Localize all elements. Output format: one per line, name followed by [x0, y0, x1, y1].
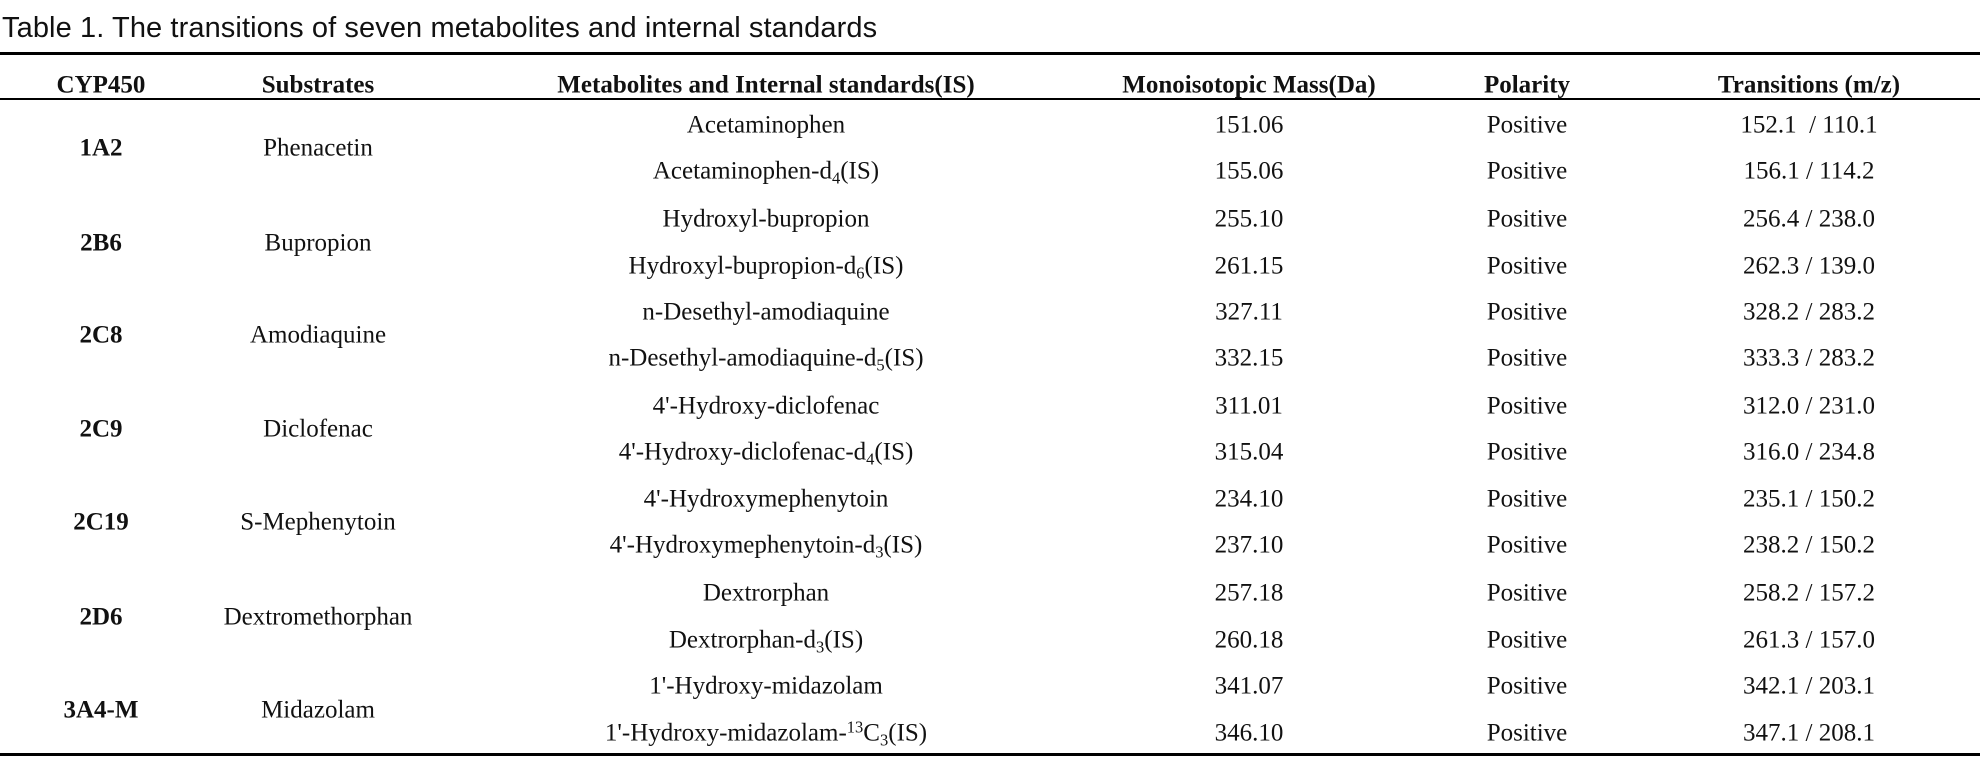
transition-cell: 347.1 / 208.1 [1743, 719, 1875, 747]
metabolite-cell: Dextrorphan [702, 579, 830, 607]
mass-cell: 237.10 [1214, 531, 1284, 559]
mass-cell: 155.06 [1214, 157, 1284, 185]
cyp450-cell: 2C8 [79, 321, 123, 349]
cyp450-cell: 3A4-M [63, 696, 139, 723]
substrate-cell: S-Mephenytoin [240, 508, 396, 536]
substrate-cell: Amodiaquine [249, 321, 387, 349]
metabolite-cell: Acetaminophen [686, 111, 846, 139]
metabolite-cell: 4'-Hydroxy-diclofenac-d4(IS) [618, 438, 914, 469]
mass-cell: 332.15 [1214, 344, 1284, 372]
polarity-cell: Positive [1486, 438, 1568, 466]
transition-cell: 258.2 / 157.2 [1743, 579, 1875, 607]
polarity-cell: Positive [1486, 485, 1568, 513]
mass-cell: 257.18 [1214, 579, 1284, 607]
header-substrates: Substrates [261, 71, 375, 99]
polarity-cell: Positive [1486, 252, 1568, 280]
header-monoisotopic-mass: Monoisotopic Mass(Da) [1122, 71, 1376, 99]
transition-cell: 312.0 / 231.0 [1743, 392, 1875, 420]
mass-cell: 260.18 [1214, 626, 1284, 654]
table-caption: Table 1. The transitions of seven metabo… [2, 12, 878, 44]
transition-cell: 262.3 / 139.0 [1743, 252, 1875, 280]
transition-cell: 152.1 / 110.1 [1740, 111, 1878, 139]
polarity-cell: Positive [1486, 344, 1568, 372]
metabolite-cell: 1'-Hydroxy-midazolam-13C3(IS) [604, 717, 928, 750]
metabolite-cell: 4'-Hydroxymephenytoin-d3(IS) [609, 531, 923, 562]
metabolite-cell: Acetaminophen-d4(IS) [652, 157, 880, 188]
transition-cell: 333.3 / 283.2 [1743, 344, 1875, 372]
transition-cell: 156.1 / 114.2 [1743, 157, 1875, 185]
substrate-cell: Phenacetin [263, 134, 373, 162]
mass-cell: 255.10 [1214, 205, 1284, 233]
transition-cell: 261.3 / 157.0 [1743, 626, 1875, 654]
cyp450-cell: 2B6 [80, 229, 122, 256]
metabolite-cell: 1'-Hydroxy-midazolam [649, 672, 883, 700]
cyp450-cell: 2D6 [79, 603, 123, 630]
metabolite-cell: n-Desethyl-amodiaquine [642, 298, 890, 326]
metabolite-cell: 4'-Hydroxy-diclofenac [652, 392, 880, 420]
cyp450-cell: 2C19 [73, 508, 129, 536]
transition-cell: 238.2 / 150.2 [1743, 531, 1875, 559]
substrate-cell: Midazolam [261, 696, 375, 723]
polarity-cell: Positive [1486, 392, 1568, 420]
header-metabolites: Metabolites and Internal standards(IS) [557, 71, 975, 99]
transition-cell: 235.1 / 150.2 [1743, 485, 1875, 513]
mass-cell: 341.07 [1214, 672, 1284, 700]
mass-cell: 311.01 [1215, 392, 1283, 420]
table-header-rule [0, 98, 1980, 100]
substrate-cell: Dextromethorphan [223, 603, 413, 630]
transition-cell: 328.2 / 283.2 [1743, 298, 1875, 326]
cyp450-cell: 2C9 [79, 415, 123, 443]
substrate-cell: Diclofenac [263, 415, 373, 443]
table-top-rule [0, 52, 1980, 55]
polarity-cell: Positive [1486, 626, 1568, 654]
header-polarity: Polarity [1483, 71, 1571, 99]
cyp450-cell: 1A2 [79, 134, 123, 162]
polarity-cell: Positive [1486, 579, 1568, 607]
metabolite-cell: Hydroxyl-bupropion-d6(IS) [628, 252, 904, 283]
header-cyp450: CYP450 [56, 71, 146, 99]
polarity-cell: Positive [1486, 298, 1568, 326]
mass-cell: 261.15 [1214, 252, 1284, 280]
polarity-cell: Positive [1486, 157, 1568, 185]
mass-cell: 315.04 [1214, 438, 1284, 466]
metabolite-cell: Dextrorphan-d3(IS) [668, 626, 864, 657]
transition-cell: 316.0 / 234.8 [1743, 438, 1875, 466]
header-transitions: Transitions (m/z) [1717, 71, 1901, 99]
metabolite-cell: 4'-Hydroxymephenytoin [643, 485, 889, 513]
mass-cell: 327.11 [1215, 298, 1283, 326]
polarity-cell: Positive [1486, 111, 1568, 139]
metabolite-cell: n-Desethyl-amodiaquine-d5(IS) [608, 344, 924, 375]
table-bottom-rule [0, 753, 1980, 756]
polarity-cell: Positive [1486, 205, 1568, 233]
mass-cell: 151.06 [1214, 111, 1284, 139]
metabolite-cell: Hydroxyl-bupropion [662, 205, 870, 233]
transition-cell: 256.4 / 238.0 [1743, 205, 1875, 233]
substrate-cell: Bupropion [264, 229, 372, 256]
mass-cell: 234.10 [1214, 485, 1284, 513]
polarity-cell: Positive [1486, 719, 1568, 747]
mass-cell: 346.10 [1214, 719, 1284, 747]
transition-cell: 342.1 / 203.1 [1743, 672, 1875, 700]
polarity-cell: Positive [1486, 531, 1568, 559]
polarity-cell: Positive [1486, 672, 1568, 700]
